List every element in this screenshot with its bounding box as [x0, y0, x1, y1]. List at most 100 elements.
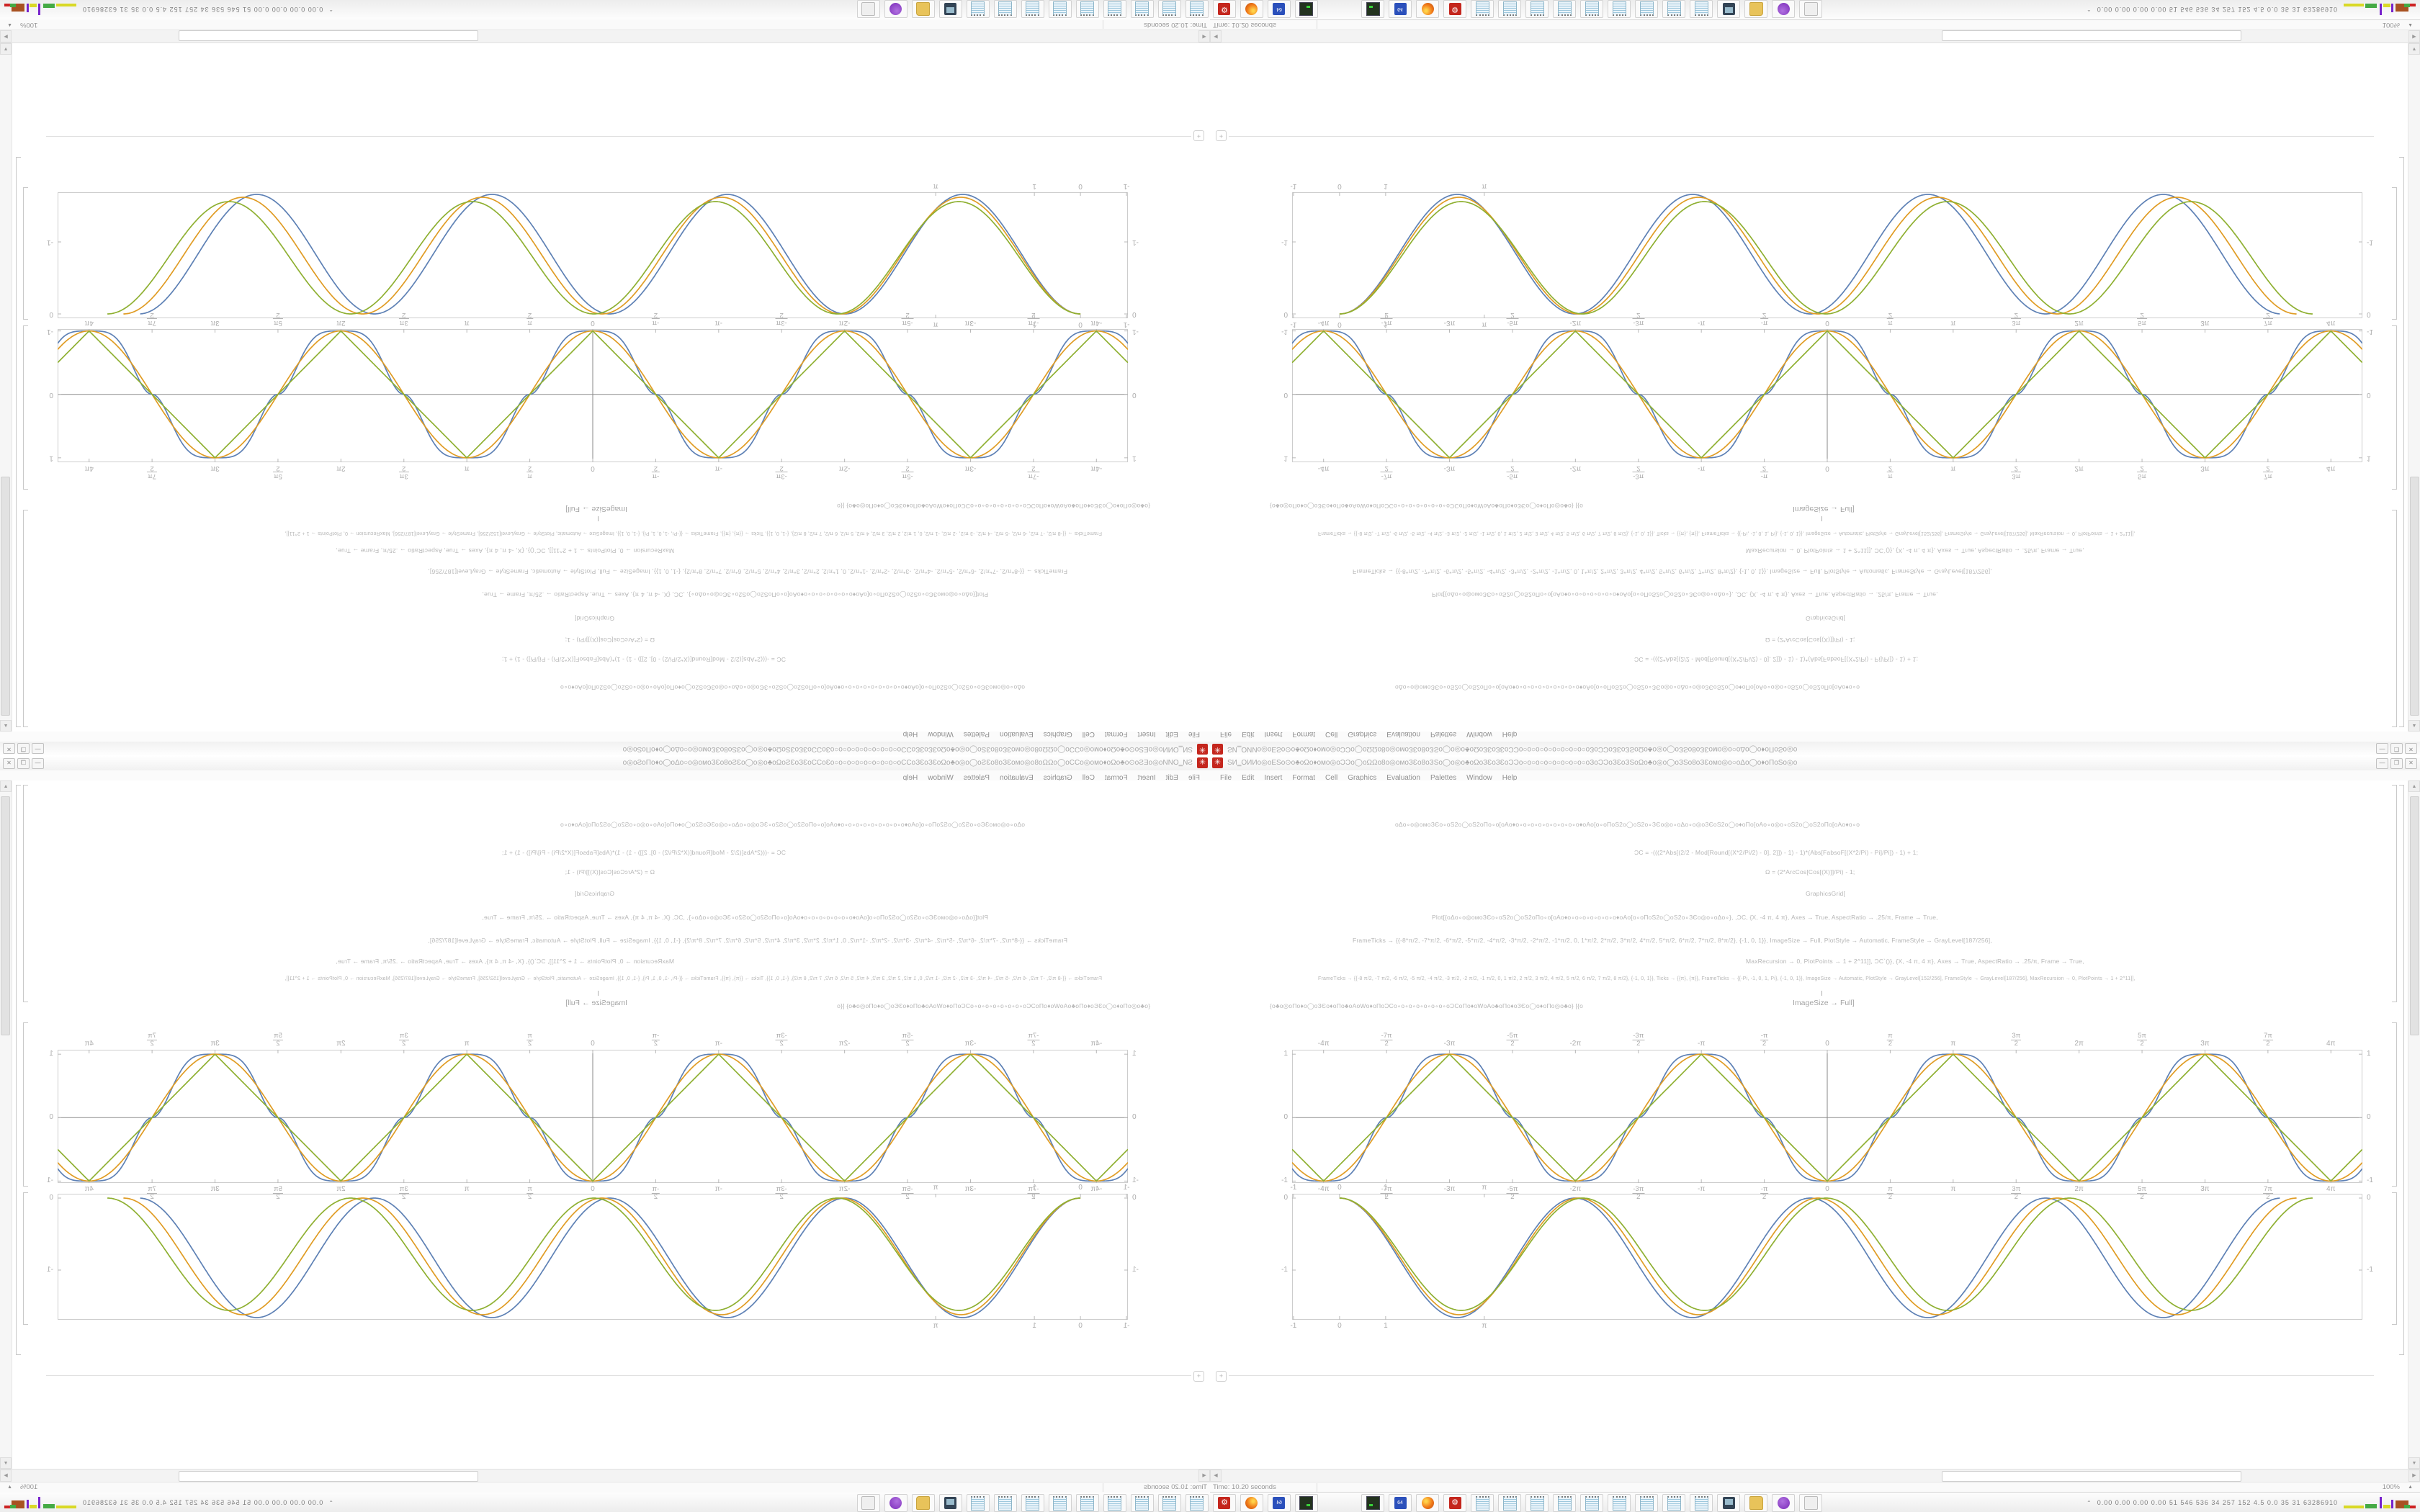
- scroll-down-icon[interactable]: ▼: [2408, 1457, 2420, 1469]
- task-button-floppy64[interactable]: 64: [1389, 0, 1412, 18]
- task-button-scroll[interactable]: [857, 1494, 880, 1512]
- task-button-folder[interactable]: [1744, 1494, 1767, 1512]
- task-button-drive[interactable]: [1295, 1494, 1318, 1512]
- cell-bracket-plot2[interactable]: [2392, 187, 2397, 320]
- magnification-value[interactable]: 100%: [20, 1483, 38, 1491]
- cell-bracket-code[interactable]: [2392, 785, 2397, 1002]
- menu-help[interactable]: Help: [1502, 774, 1518, 782]
- horizontal-scroll-thumb[interactable]: [1942, 30, 2241, 41]
- task-button-notepad[interactable]: [1525, 1494, 1549, 1512]
- scroll-right-icon[interactable]: ▶: [0, 1470, 12, 1482]
- task-button-notepad[interactable]: [1021, 0, 1044, 18]
- cell-bracket-code[interactable]: [23, 785, 28, 1002]
- horizontal-scroll-thumb[interactable]: [179, 30, 478, 41]
- cell-bracket-plot1[interactable]: [23, 325, 28, 490]
- menu-file[interactable]: File: [1220, 774, 1232, 782]
- insert-cell-plus-icon[interactable]: +: [1216, 1371, 1227, 1382]
- cell-bracket-plot1[interactable]: [23, 1022, 28, 1187]
- task-button-notepad[interactable]: [1158, 0, 1181, 18]
- task-button-notepad[interactable]: [1471, 1494, 1494, 1512]
- window-titlebar[interactable]: ✳ ЅИ‗ОИИо◎оΕЅо⊙о♣оΩо♦омо◎оƆƆо◯оΩΩо8о◎омо…: [0, 741, 1210, 756]
- scroll-left-icon[interactable]: ◀: [1210, 30, 1222, 42]
- task-button-notepad[interactable]: [1553, 0, 1576, 18]
- scroll-up-icon[interactable]: ▲: [2408, 720, 2420, 732]
- menu-palettes[interactable]: Palettes: [1430, 774, 1457, 782]
- task-button-drive[interactable]: [1361, 0, 1384, 18]
- task-button-notepad[interactable]: [1580, 0, 1603, 18]
- task-button-floppy64[interactable]: 64: [1389, 1494, 1412, 1512]
- cell-group-bracket[interactable]: [16, 785, 21, 1355]
- magnification-menu-icon[interactable]: ▲: [7, 22, 12, 27]
- horizontal-scroll-thumb[interactable]: [1942, 1471, 2241, 1482]
- task-button-drive[interactable]: [1361, 1494, 1384, 1512]
- task-button-gear[interactable]: ⚙: [1443, 1494, 1466, 1512]
- menu-insert[interactable]: Insert: [1264, 774, 1283, 782]
- menu-graphics[interactable]: Graphics: [1348, 774, 1377, 782]
- magnification-value[interactable]: 100%: [2382, 1483, 2400, 1491]
- task-button-gear[interactable]: ⚙: [1213, 0, 1236, 18]
- restore-button[interactable]: ❐: [17, 743, 30, 754]
- task-button-notepad[interactable]: [1049, 0, 1072, 18]
- task-button-notepad[interactable]: [1498, 1494, 1521, 1512]
- vertical-scroll-thumb[interactable]: [1, 796, 10, 1035]
- scroll-up-icon[interactable]: ▲: [0, 720, 12, 732]
- restore-button[interactable]: ❐: [17, 758, 30, 769]
- task-button-notepad[interactable]: [1580, 1494, 1603, 1512]
- insert-cell-plus-icon[interactable]: +: [1193, 1371, 1204, 1382]
- close-button[interactable]: ✕: [2405, 758, 2417, 769]
- cell-bracket-code[interactable]: [23, 510, 28, 727]
- task-button-notepad[interactable]: [1049, 1494, 1072, 1512]
- task-button-notepad[interactable]: [1525, 0, 1549, 18]
- task-button-gear[interactable]: ⚙: [1213, 1494, 1236, 1512]
- cell-bracket-plot1[interactable]: [2392, 325, 2397, 490]
- task-button-gear[interactable]: ⚙: [1443, 0, 1466, 18]
- magnification-value[interactable]: 100%: [20, 21, 38, 29]
- minimize-button[interactable]: —: [32, 758, 44, 769]
- task-button-monitor[interactable]: [939, 0, 962, 18]
- task-button-notepad[interactable]: [1608, 0, 1631, 18]
- cell-bracket-plot1[interactable]: [2392, 1022, 2397, 1187]
- task-button-floppy64[interactable]: 64: [1268, 0, 1291, 18]
- vertical-scrollbar[interactable]: ▲ ▼: [0, 43, 12, 732]
- task-button-scroll[interactable]: [1799, 0, 1822, 18]
- task-button-notepad[interactable]: [1498, 0, 1521, 18]
- menu-format[interactable]: Format: [1292, 774, 1316, 782]
- scroll-left-icon[interactable]: ◀: [1210, 1470, 1222, 1482]
- scroll-left-icon[interactable]: ◀: [1198, 30, 1210, 42]
- close-button[interactable]: ✕: [3, 758, 15, 769]
- scroll-right-icon[interactable]: ▶: [0, 30, 12, 42]
- horizontal-scrollbar[interactable]: ◀ ▶: [1210, 30, 2420, 43]
- task-button-notepad[interactable]: [1076, 0, 1099, 18]
- cell-group-bracket[interactable]: [2399, 785, 2404, 1355]
- insert-cell-line[interactable]: [46, 136, 1191, 137]
- insert-cell-line[interactable]: [46, 1375, 1191, 1376]
- magnification-menu-icon[interactable]: ▲: [2408, 22, 2413, 27]
- vertical-scrollbar[interactable]: ▲ ▼: [2408, 43, 2420, 732]
- minimize-button[interactable]: —: [32, 743, 44, 754]
- vertical-scrollbar[interactable]: ▲ ▼: [2408, 780, 2420, 1469]
- window-titlebar[interactable]: ✳ ЅИ‗ОИИо◎оΕЅо⊙о♣оΩо♦омо◎оƆƆо◯оΩΩо8о◎омо…: [1210, 756, 2420, 771]
- task-button-notepad[interactable]: [967, 0, 990, 18]
- scroll-down-icon[interactable]: ▼: [0, 43, 12, 55]
- insert-cell-line[interactable]: [1229, 136, 2374, 137]
- task-button-notepad[interactable]: [1553, 1494, 1576, 1512]
- cell-bracket-plot2[interactable]: [23, 1192, 28, 1325]
- task-button-notepad[interactable]: [1076, 1494, 1099, 1512]
- insert-cell-line[interactable]: [1229, 1375, 2374, 1376]
- scroll-right-icon[interactable]: ▶: [2408, 1470, 2420, 1482]
- cell-bracket-plot2[interactable]: [2392, 1192, 2397, 1325]
- restore-button[interactable]: ❐: [2390, 758, 2403, 769]
- task-button-firefox[interactable]: [1240, 1494, 1263, 1512]
- task-button-notepad[interactable]: [1131, 0, 1154, 18]
- task-button-notepad[interactable]: [1635, 1494, 1658, 1512]
- minimize-button[interactable]: —: [2376, 743, 2388, 754]
- cell-group-bracket[interactable]: [2399, 157, 2404, 727]
- cell-bracket-plot2[interactable]: [23, 187, 28, 320]
- task-button-scroll[interactable]: [857, 0, 880, 18]
- scroll-down-icon[interactable]: ▼: [2408, 43, 2420, 55]
- task-button-notepad[interactable]: [1186, 0, 1209, 18]
- magnification-value[interactable]: 100%: [2382, 21, 2400, 29]
- task-button-firefox[interactable]: [1240, 0, 1263, 18]
- magnification-menu-icon[interactable]: ▲: [7, 1485, 12, 1490]
- menu-window[interactable]: Window: [1466, 774, 1492, 782]
